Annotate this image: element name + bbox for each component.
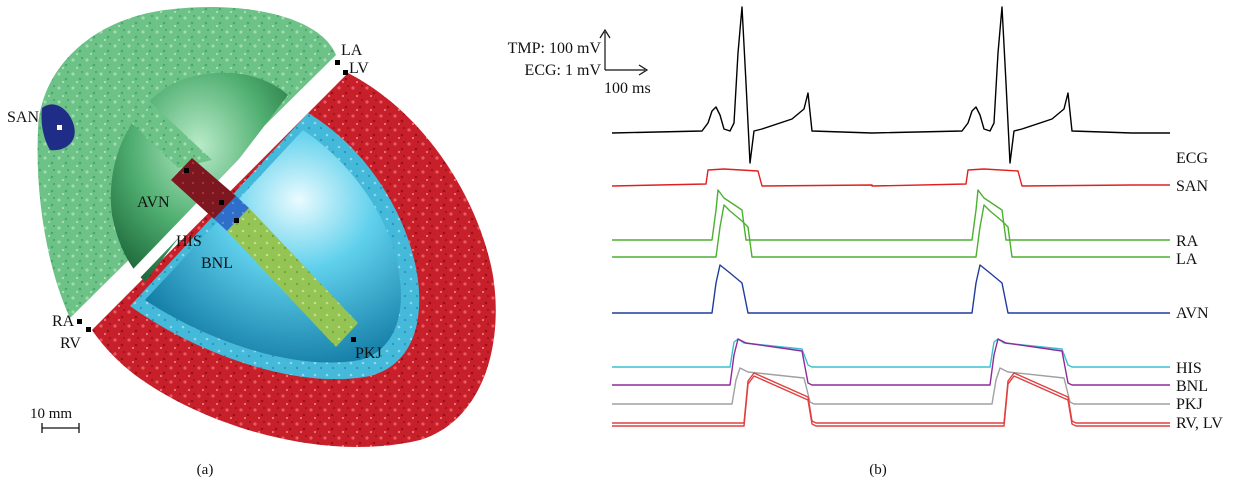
amplitude-time-scale: TMP: 100 mV ECG: 1 mV 100 ms bbox=[508, 28, 651, 97]
marker-ra bbox=[77, 319, 82, 324]
label-san: SAN bbox=[7, 109, 39, 126]
atrial-conduction-strip bbox=[112, 98, 212, 168]
trace-label-2: RA bbox=[1176, 233, 1199, 250]
caption-b: (b) bbox=[869, 462, 887, 478]
scale-bar: 10 mm bbox=[30, 406, 80, 433]
trace-plot bbox=[611, 6, 1170, 427]
region-labels: LA LV SAN AVN HIS BNL RA RV PKJ bbox=[7, 42, 382, 362]
trace-pkj bbox=[612, 367, 1170, 405]
scale-bar-label: 10 mm bbox=[30, 406, 72, 422]
scale-tmp-label: TMP: 100 mV bbox=[508, 40, 602, 57]
trace-rv-lv-second bbox=[612, 375, 1170, 427]
scale-vertical-arrowhead bbox=[599, 28, 611, 39]
trace-label-1: SAN bbox=[1176, 178, 1208, 195]
marker-lv bbox=[343, 70, 348, 75]
trace-la bbox=[612, 204, 1170, 258]
label-his: HIS bbox=[176, 233, 202, 250]
trace-ra bbox=[612, 189, 1170, 241]
marker-avn bbox=[184, 168, 189, 173]
trace-rv-lv bbox=[612, 372, 1170, 424]
caption-a: (a) bbox=[197, 462, 214, 478]
trace-label-0: ECG bbox=[1176, 150, 1208, 167]
label-la: LA bbox=[341, 42, 363, 59]
scale-time-label: 100 ms bbox=[604, 80, 651, 97]
his-bundle-block bbox=[214, 196, 249, 231]
label-pkj: PKJ bbox=[355, 345, 382, 362]
label-rv: RV bbox=[60, 335, 81, 352]
trace-label-8: RV, LV bbox=[1176, 415, 1223, 432]
label-avn: AVN bbox=[137, 194, 170, 211]
label-ra: RA bbox=[52, 313, 75, 330]
trace-label-7: PKJ bbox=[1176, 396, 1203, 413]
scale-horizontal-arrowhead bbox=[638, 64, 649, 76]
marker-la bbox=[335, 60, 340, 65]
marker-his bbox=[219, 200, 224, 205]
trace-his bbox=[612, 338, 1170, 368]
marker-bnl bbox=[234, 218, 239, 223]
label-bnl: BNL bbox=[201, 255, 233, 272]
marker-san bbox=[57, 125, 62, 130]
marker-pkj bbox=[351, 337, 356, 342]
heart-model bbox=[37, 7, 496, 448]
trace-san bbox=[611, 168, 1170, 187]
trace-label-6: BNL bbox=[1176, 378, 1208, 395]
trace-label-5: HIS bbox=[1176, 360, 1202, 377]
trace-label-4: AVN bbox=[1176, 305, 1209, 322]
label-lv: LV bbox=[349, 60, 369, 77]
bundle-branches-strip bbox=[227, 208, 358, 347]
region-markers bbox=[57, 60, 356, 342]
marker-rv bbox=[86, 327, 91, 332]
trace-label-3: LA bbox=[1176, 251, 1198, 268]
trace-avn bbox=[612, 264, 1170, 314]
trace-bnl bbox=[612, 338, 1170, 386]
scale-ecg-label: ECG: 1 mV bbox=[525, 62, 602, 79]
trace-ecg bbox=[611, 6, 1170, 164]
